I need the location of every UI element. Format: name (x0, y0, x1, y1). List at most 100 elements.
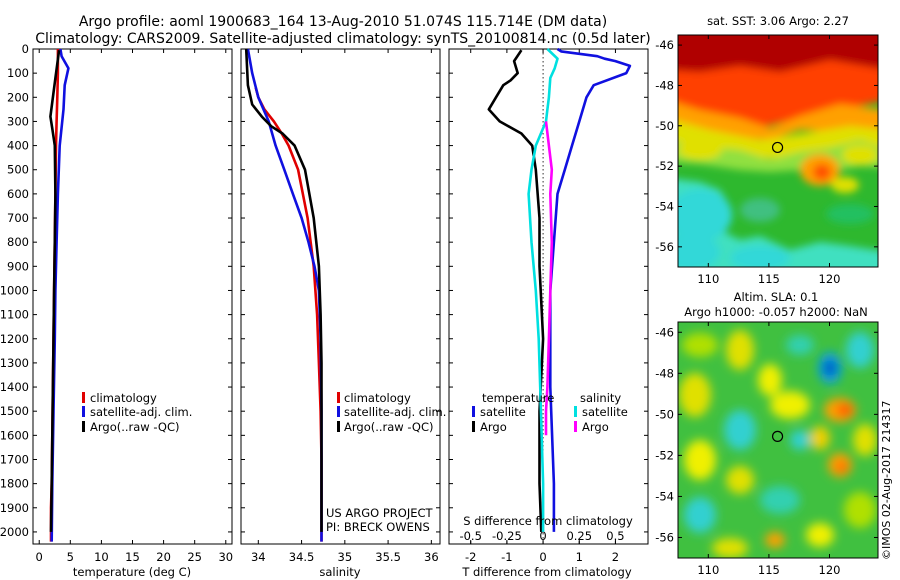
depth-tick-label: 1000 (0, 283, 29, 297)
sla-map-title: Altim. SLA: 0.1 (734, 290, 819, 304)
legend-label-climatology: climatology (90, 391, 157, 405)
temperature-profiles (49, 48, 70, 542)
map-y-tick-label: -54 (655, 199, 674, 213)
depth-tick-label: 200 (7, 90, 29, 104)
temperature-panel: 0100200300400500600700800900100011001200… (0, 42, 233, 579)
depth-tick-label: 1200 (0, 332, 29, 346)
sla-field (678, 322, 878, 558)
legend-swatch-climatology (337, 392, 340, 403)
difference-axes-box (448, 48, 649, 545)
map-x-tick-label: 110 (697, 272, 719, 286)
temperature-legend: climatology satellite-adj. clim. Argo(..… (82, 391, 192, 434)
x-tick-label: 35.5 (375, 550, 401, 564)
map-x-tick-label: 120 (819, 563, 841, 577)
depth-tick-label: 1300 (0, 356, 29, 370)
depth-axis: 0 100 200 300 400 500 600 700 800 900 1000 1100 1200… (0, 42, 232, 539)
temperature-axis-label: temperature (deg C) (73, 565, 191, 579)
depth-tick-label: 1500 (0, 404, 29, 418)
sla-map-subtitle: Argo h1000: -0.057 h2000: NaN (684, 305, 868, 319)
legend-label-t-satellite: satellite (480, 405, 526, 419)
map-y-tick-label: -56 (655, 530, 674, 544)
depth-tick-label: 800 (7, 235, 29, 249)
depth-tick-label: 500 (7, 163, 29, 177)
float-position-marker (771, 141, 784, 154)
x-tick-label: 36 (424, 550, 439, 564)
x-tick-label: 34 (251, 550, 266, 564)
difference-profiles (487, 47, 632, 532)
legend-label-satellite: satellite-adj. clim. (90, 405, 192, 419)
x-tick-label: 0 (36, 550, 43, 564)
legend-label-climatology: climatology (344, 391, 411, 405)
salinity-axes-box (240, 48, 441, 545)
sst-map-title: sat. SST: 3.06 Argo: 2.27 (707, 14, 849, 28)
map-y-tick-label: -46 (655, 38, 674, 52)
x2-tick-label: 0.5 (606, 529, 624, 543)
series-line-argo-raw-qc- (244, 48, 323, 532)
sst-field (678, 35, 878, 267)
legend-label-argo: Argo(..raw -QC) (344, 420, 434, 434)
sla-map-frame (677, 321, 879, 559)
sst-map-frame (677, 34, 879, 268)
legend-title-salinity: salinity (580, 391, 621, 405)
imos-credit: ©IMOS 02-Aug-2017 214317 (880, 400, 893, 560)
depth-tick-label: 600 (7, 187, 29, 201)
map-x-tick-label: 110 (697, 563, 719, 577)
sst-map-axes: 110 115 120 -46 -48 -50 -52 -54 -56 (655, 35, 878, 286)
project-annotation-line1: US ARGO PROJECT (326, 506, 434, 520)
x2-tick-label: 0 (539, 529, 546, 543)
depth-tick-label: 900 (7, 259, 29, 273)
depth-tick-label: 100 (7, 66, 29, 80)
series-line-argo-raw-qc- (49, 50, 61, 532)
sla-map-axes: 110 115 120 -46 -48 -50 -52 -54 -56 (655, 322, 878, 577)
legend-swatch-climatology (82, 392, 85, 403)
x-tick-label: 35 (338, 550, 353, 564)
map-y-tick-label: -46 (655, 325, 674, 339)
map-x-tick-label: 115 (758, 563, 780, 577)
temperature-x-axis: 0 5 10 15 20 25 30 (36, 49, 233, 564)
map-y-tick-label: -56 (655, 240, 674, 254)
t-difference-axis-label: T difference from climatology (461, 565, 632, 579)
legend-swatch-satellite (337, 406, 340, 417)
legend-label-t-argo: Argo (480, 420, 507, 434)
x-tick-label: -2 (465, 550, 476, 564)
depth-tick-label: 2000 (0, 525, 29, 539)
x-tick-label: 10 (94, 550, 109, 564)
x-tick-label: 20 (156, 550, 171, 564)
x-tick-label: 1 (576, 550, 583, 564)
map-y-tick-label: -52 (655, 159, 674, 173)
depth-tick-label: 1100 (0, 308, 29, 322)
depth-tick-label: 1800 (0, 477, 29, 491)
series-line-salinity-argo (544, 121, 554, 436)
map-y-tick-label: -52 (655, 448, 674, 462)
sla-map-panel: Altim. SLA: 0.1 Argo h1000: -0.057 h2000… (655, 290, 879, 577)
legend-swatch-argo (82, 421, 85, 432)
project-annotation-line2: PI: BRECK OWENS (326, 520, 430, 534)
difference-panel: -2 -1 0 1 2 -0.5 -0.25 0 0.25 0.5 T difference f… (448, 47, 649, 579)
depth-tick-label: 0 (22, 42, 29, 56)
series-line-salinity-satellite (527, 48, 559, 532)
x-tick-label: 2 (612, 550, 619, 564)
map-y-tick-label: -54 (655, 489, 674, 503)
legend-swatch-satellite (82, 406, 85, 417)
x2-tick-label: -0.25 (492, 529, 522, 543)
x2-tick-label: -0.5 (459, 529, 481, 543)
legend-swatch-s-argo (574, 421, 577, 432)
figure-title-line2: Climatology: CARS2009. Satellite-adjuste… (35, 31, 650, 47)
s-difference-x-axis: -0.5 -0.25 0 0.25 0.5 (459, 529, 625, 544)
map-y-tick-label: -50 (655, 407, 674, 421)
x2-tick-label: 0.25 (566, 529, 592, 543)
depth-tick-label: 1900 (0, 501, 29, 515)
difference-depth-ticks (449, 48, 648, 533)
map-x-tick-label: 115 (758, 272, 780, 286)
salinity-legend: climatology satellite-adj. clim. Argo(..… (337, 391, 446, 434)
legend-swatch-argo (337, 421, 340, 432)
map-y-tick-label: -48 (655, 78, 674, 92)
legend-swatch-t-satellite (472, 406, 475, 417)
x-tick-label: 34.5 (289, 550, 315, 564)
x-tick-label: -1 (501, 550, 512, 564)
x-tick-label: 0 (539, 550, 546, 564)
depth-tick-label: 1700 (0, 452, 29, 466)
legend-swatch-s-satellite (574, 406, 577, 417)
legend-label-s-satellite: satellite (582, 405, 628, 419)
salinity-axis-label: salinity (319, 565, 360, 579)
